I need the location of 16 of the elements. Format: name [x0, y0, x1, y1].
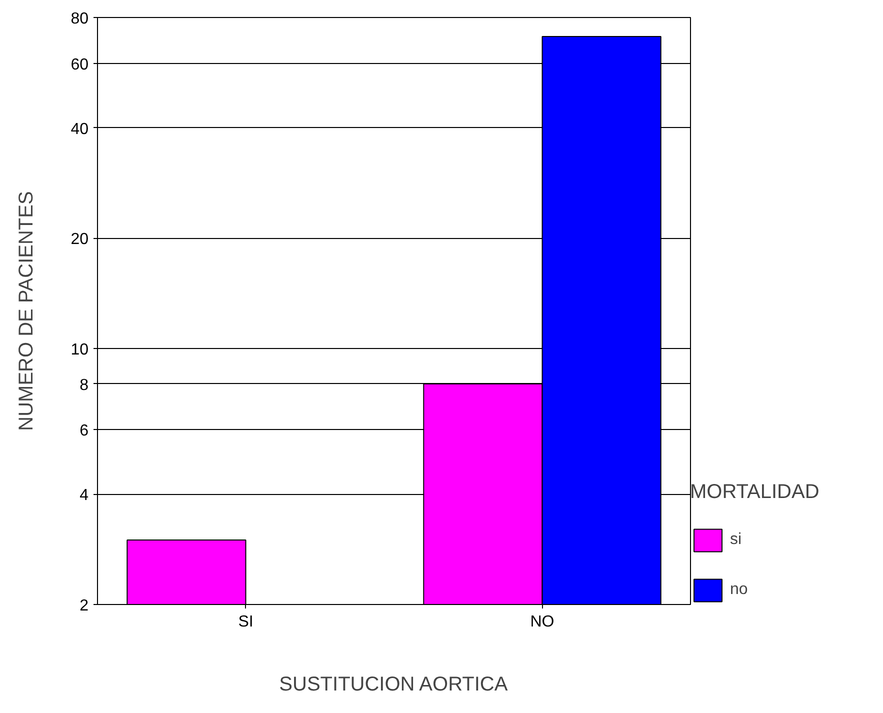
y-tick-label: 10: [70, 341, 89, 358]
x-tick-label: SI: [238, 614, 254, 630]
y-tick-label: 2: [80, 598, 89, 614]
y-tick-label: 6: [80, 422, 89, 440]
y-tick-label: 4: [80, 487, 89, 504]
y-tick-label: 60: [70, 56, 89, 74]
y-axis-title: NUMERO DE PACIENTES: [16, 191, 38, 431]
y-tick-label: 80: [70, 10, 89, 28]
legend-label: no: [730, 581, 749, 599]
x-tick-label: NO: [530, 614, 554, 630]
x-axis-title: SUSTITUCION AORTICA: [279, 674, 508, 696]
legend-title: MORTALIDAD: [690, 481, 820, 504]
legend-label: si: [730, 531, 743, 549]
y-tick-label: 40: [70, 120, 89, 138]
y-tick-label: 8: [80, 376, 89, 394]
y-tick-label: 20: [70, 231, 89, 248]
